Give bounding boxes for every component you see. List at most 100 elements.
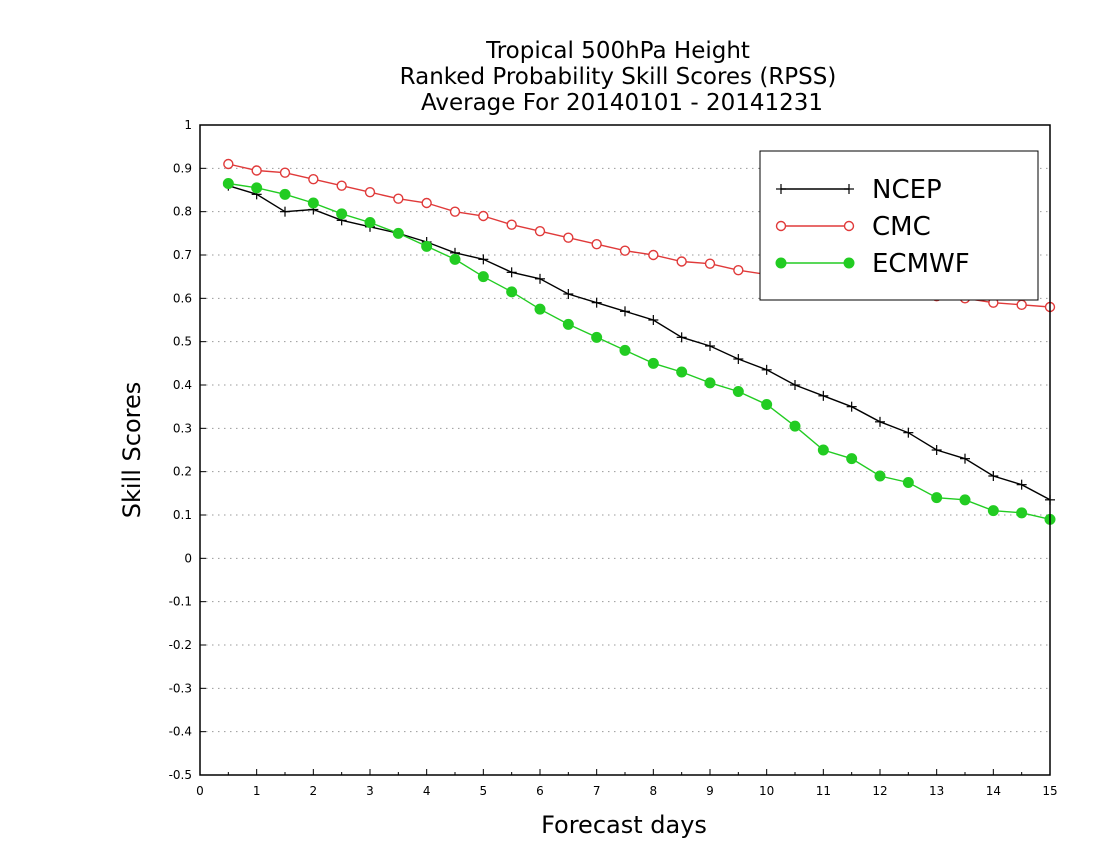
legend-marker-cmc xyxy=(843,220,855,232)
title-line-3: Average For 20140101 - 20141231 xyxy=(421,90,823,116)
y-tick-label: -0.1 xyxy=(169,595,192,609)
legend-marker-ecmwf xyxy=(775,257,787,269)
ecmwf-point xyxy=(959,494,971,506)
y-tick-label: 0.6 xyxy=(173,291,192,305)
legend: NCEP CMC ECMWF xyxy=(759,150,1039,301)
cmc-point xyxy=(619,245,631,256)
x-tick-label: 12 xyxy=(872,784,887,798)
ecmwf-point xyxy=(931,492,943,504)
ecmwf-point xyxy=(874,470,886,482)
x-tick-label: 11 xyxy=(816,784,831,798)
ecmwf-point xyxy=(789,420,801,432)
cmc-point xyxy=(676,256,687,267)
y-tick-label: 0.9 xyxy=(173,161,192,175)
cmc-point xyxy=(308,173,319,185)
title-line-2: Ranked Probability Skill Scores (RPSS) xyxy=(400,64,837,90)
ecmwf-point xyxy=(647,357,659,369)
ecmwf-point xyxy=(421,240,433,252)
ncep-point xyxy=(676,332,687,343)
ncep-point xyxy=(648,315,659,325)
ecmwf-point xyxy=(279,188,291,200)
ncep-point xyxy=(761,364,772,375)
ncep-point xyxy=(1016,479,1027,490)
chart-title: Tropical 500hPa Height Ranked Probabilit… xyxy=(400,38,837,116)
title-line-1: Tropical 500hPa Height xyxy=(485,38,750,64)
cmc-point xyxy=(223,158,234,170)
x-tick-label: 8 xyxy=(650,784,658,798)
ecmwf-point xyxy=(307,197,319,209)
y-tick-label: -0.2 xyxy=(169,638,192,652)
ncep-point xyxy=(903,427,914,438)
cmc-point xyxy=(648,249,659,261)
ncep-point xyxy=(591,297,602,308)
ncep-point xyxy=(535,273,545,284)
y-tick-label: 0.4 xyxy=(173,378,192,392)
cmc-point xyxy=(449,206,461,217)
ecmwf-point xyxy=(1016,507,1028,519)
cmc-point xyxy=(251,165,262,176)
ecmwf-point xyxy=(534,303,546,315)
ncep-point xyxy=(818,390,829,401)
ecmwf-point xyxy=(846,453,858,465)
series-ecmwf xyxy=(222,178,1056,525)
ncep-line xyxy=(228,185,1051,501)
ncep-point xyxy=(280,206,290,217)
cmc-point xyxy=(393,193,404,204)
legend-label-ncep: NCEP xyxy=(872,175,942,205)
cmc-point xyxy=(478,210,489,222)
ncep-point xyxy=(506,267,517,278)
ncep-point xyxy=(563,289,574,299)
ncep-point xyxy=(620,306,630,317)
x-tick-label: 14 xyxy=(986,784,1001,798)
ecmwf-point xyxy=(704,377,716,389)
cmc-point xyxy=(534,225,546,237)
ncep-point xyxy=(705,341,715,351)
cmc-point xyxy=(563,232,574,243)
x-tick-label: 15 xyxy=(1042,784,1057,798)
x-tick-label: 7 xyxy=(593,784,601,798)
x-tick-label: 0 xyxy=(196,784,204,798)
ecmwf-point xyxy=(449,253,461,265)
ecmwf-point xyxy=(364,217,376,228)
ecmwf-point xyxy=(477,271,489,283)
x-tick-label: 6 xyxy=(536,784,544,798)
y-tick-label: 0.2 xyxy=(173,465,192,479)
ecmwf-point xyxy=(392,227,404,239)
ncep-point xyxy=(988,471,999,481)
legend-label-ecmwf: ECMWF xyxy=(872,249,970,279)
ecmwf-point xyxy=(251,182,263,194)
x-axis-title: Forecast days xyxy=(541,811,707,839)
cmc-point xyxy=(336,180,347,191)
ncep-point xyxy=(790,380,800,390)
x-tick-label: 5 xyxy=(480,784,488,798)
legend-marker-ncep xyxy=(844,184,854,194)
ecmwf-point xyxy=(619,344,631,356)
x-tick-label: 2 xyxy=(310,784,318,798)
ncep-point xyxy=(478,254,489,265)
cmc-point xyxy=(591,238,602,250)
y-tick-label: 0.7 xyxy=(173,248,192,262)
axes: -0.5 -0.4 -0.3 -0.2 -0.1 0 0.1 0.2 0.3 0.4 0.5 0.6 0… xyxy=(169,118,1058,798)
y-tick-label: 0 xyxy=(184,551,192,565)
legend-label-cmc: CMC xyxy=(872,212,931,242)
ecmwf-point xyxy=(987,505,999,517)
y-tick-label: 0.1 xyxy=(173,508,192,522)
ecmwf-point xyxy=(562,318,574,330)
ncep-point xyxy=(846,401,857,412)
y-tick-label: 1 xyxy=(184,118,192,132)
plot-frame xyxy=(199,124,1051,776)
cmc-point xyxy=(506,219,517,230)
cmc-point xyxy=(1016,299,1027,311)
ecmwf-point xyxy=(817,444,829,456)
ecmwf-point xyxy=(222,178,234,189)
y-tick-label: -0.4 xyxy=(169,725,192,739)
ncep-point xyxy=(875,416,885,427)
cmc-point xyxy=(279,167,291,178)
cmc-point xyxy=(704,258,716,269)
cmc-point xyxy=(421,197,432,209)
ecmwf-point xyxy=(336,208,348,220)
x-tick-label: 9 xyxy=(706,784,714,798)
ecmwf-point xyxy=(902,477,914,488)
